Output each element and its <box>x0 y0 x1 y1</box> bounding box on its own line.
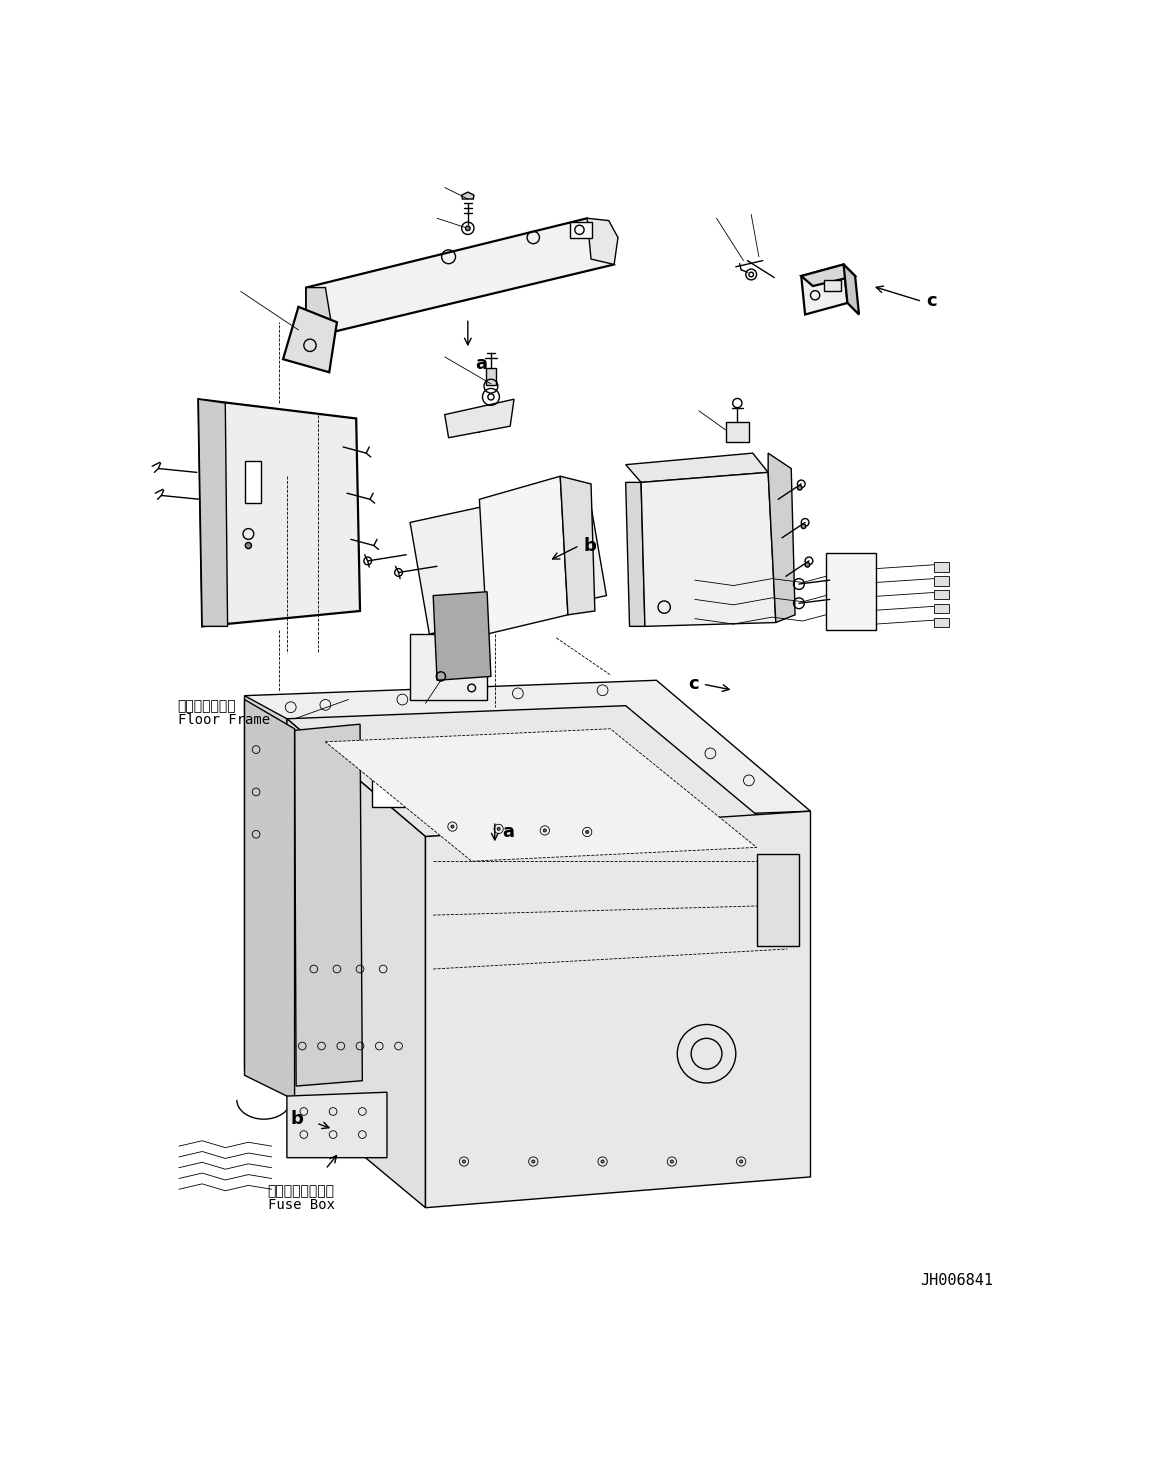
Bar <box>1064 581 1082 591</box>
Circle shape <box>465 226 470 230</box>
Polygon shape <box>294 724 363 1086</box>
Polygon shape <box>411 635 487 699</box>
Circle shape <box>543 828 547 833</box>
Polygon shape <box>326 729 757 861</box>
Polygon shape <box>244 680 811 827</box>
Circle shape <box>451 825 454 828</box>
Bar <box>252 799 283 861</box>
Polygon shape <box>641 472 776 626</box>
Polygon shape <box>768 453 795 623</box>
Circle shape <box>601 1160 604 1163</box>
Polygon shape <box>287 718 426 1208</box>
Bar <box>934 617 949 627</box>
Bar <box>825 280 841 292</box>
Text: Fuse Box: Fuse Box <box>267 1199 335 1212</box>
Polygon shape <box>306 287 333 334</box>
Bar <box>244 460 262 503</box>
Bar <box>757 853 799 946</box>
Bar <box>372 765 433 808</box>
Bar <box>293 1102 379 1151</box>
Polygon shape <box>306 218 614 334</box>
Polygon shape <box>287 1092 387 1158</box>
Text: フューズボックス: フューズボックス <box>267 1185 335 1199</box>
Bar <box>934 591 949 600</box>
Text: b: b <box>584 537 597 554</box>
Polygon shape <box>561 476 595 614</box>
Text: a: a <box>476 355 487 372</box>
Text: フロアフレーム: フロアフレーム <box>178 699 236 714</box>
Text: Floor Frame: Floor Frame <box>178 714 270 727</box>
Circle shape <box>798 485 802 490</box>
Circle shape <box>801 523 806 529</box>
Polygon shape <box>626 482 645 626</box>
Polygon shape <box>283 306 337 372</box>
Circle shape <box>670 1160 673 1163</box>
Polygon shape <box>244 696 287 1092</box>
Text: c: c <box>688 676 699 693</box>
Text: b: b <box>291 1110 304 1129</box>
Polygon shape <box>479 476 568 635</box>
Polygon shape <box>843 264 859 315</box>
Circle shape <box>463 1160 465 1163</box>
Bar <box>337 729 347 745</box>
Circle shape <box>245 542 251 548</box>
Bar <box>485 368 497 386</box>
Bar <box>314 730 323 746</box>
Polygon shape <box>801 264 855 286</box>
Polygon shape <box>433 592 491 680</box>
Polygon shape <box>462 192 475 199</box>
Bar <box>1064 564 1082 573</box>
Circle shape <box>497 827 500 830</box>
Circle shape <box>531 1160 535 1163</box>
Polygon shape <box>587 218 618 264</box>
Text: c: c <box>926 292 936 311</box>
Polygon shape <box>801 264 848 315</box>
Polygon shape <box>287 705 764 837</box>
Polygon shape <box>626 453 768 482</box>
Polygon shape <box>199 399 361 626</box>
Text: JH006841: JH006841 <box>920 1272 993 1289</box>
Text: a: a <box>502 822 514 840</box>
Circle shape <box>740 1160 743 1163</box>
Bar <box>934 604 949 613</box>
Polygon shape <box>244 699 294 1100</box>
Circle shape <box>805 563 809 567</box>
Polygon shape <box>411 484 606 635</box>
Polygon shape <box>199 399 228 626</box>
Bar <box>934 563 949 572</box>
Bar <box>570 223 592 237</box>
Bar <box>255 803 280 858</box>
Bar <box>255 884 276 919</box>
Circle shape <box>586 830 588 834</box>
Polygon shape <box>426 811 811 1208</box>
Bar <box>1064 598 1082 607</box>
Bar <box>726 422 749 441</box>
Bar <box>826 553 876 630</box>
Bar <box>934 576 949 585</box>
Polygon shape <box>444 399 514 438</box>
